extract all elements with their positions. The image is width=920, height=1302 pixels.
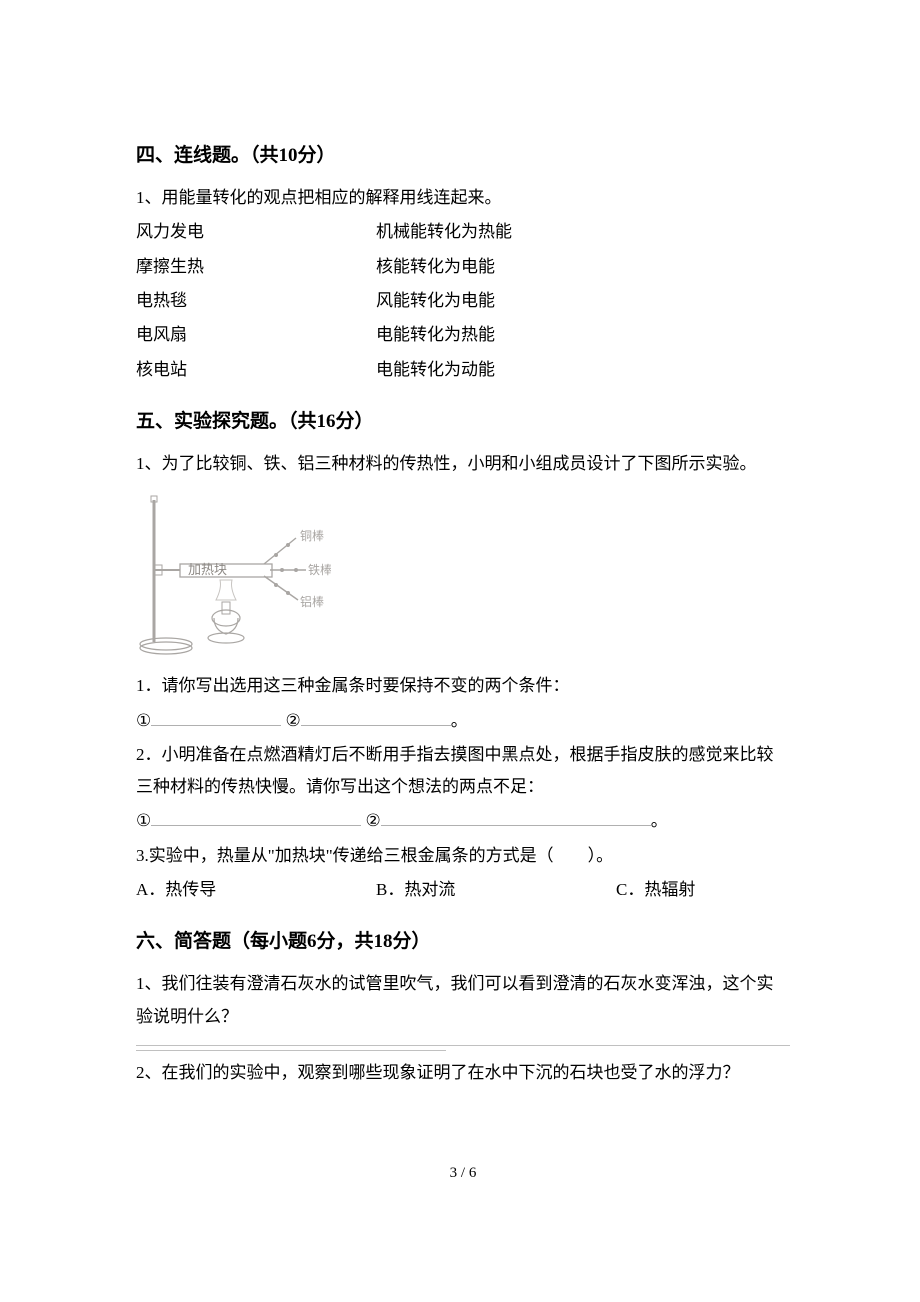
match-right-label: 风能转化为电能	[376, 285, 790, 317]
experiment-diagram: 加热块 铜棒 铁棒 铝棒	[136, 490, 331, 660]
answer-blank[interactable]	[381, 808, 651, 827]
s5-blankline-2: ① ② 。	[136, 805, 790, 837]
circled-2: ②	[286, 711, 301, 730]
match-right-label: 电能转化为热能	[376, 319, 790, 351]
match-right-label: 核能转化为电能	[376, 251, 790, 283]
answer-line[interactable]	[136, 1045, 790, 1046]
period: 。	[451, 711, 468, 730]
option-a[interactable]: A．热传导	[136, 874, 376, 906]
circled-2: ②	[366, 811, 381, 830]
match-row: 电风扇 电能转化为热能	[136, 319, 790, 351]
s5-sub3: 3.实验中，热量从"加热块"传递给三根金属条的方式是（ ）。	[136, 840, 790, 872]
option-c[interactable]: C．热辐射	[616, 874, 790, 906]
svg-text:铝棒: 铝棒	[300, 594, 324, 609]
circled-1: ①	[136, 711, 151, 730]
match-row: 摩擦生热 核能转化为电能	[136, 251, 790, 283]
section-4-heading: 四、连线题。（共10分）	[136, 138, 790, 174]
match-row: 电热毯 风能转化为电能	[136, 285, 790, 317]
option-b[interactable]: B．热对流	[376, 874, 616, 906]
match-left-label: 核电站	[136, 354, 376, 386]
s5-sub2: 2．小明准备在点燃酒精灯后不断用手指去摸图中黑点处，根据手指皮肤的感觉来比较三种…	[136, 739, 790, 804]
svg-text:铁棒: 铁棒	[308, 563, 331, 577]
match-left-label: 风力发电	[136, 216, 376, 248]
match-left-label: 电热毯	[136, 285, 376, 317]
svg-text:铜棒: 铜棒	[300, 528, 324, 543]
answer-blank[interactable]	[301, 707, 451, 726]
s4-q1-prompt: 1、用能量转化的观点把相应的解释用线连起来。	[136, 182, 790, 214]
svg-text:加热块: 加热块	[188, 562, 227, 577]
circled-1: ①	[136, 811, 151, 830]
answer-blank[interactable]	[151, 808, 361, 827]
section-5-heading: 五、实验探究题。（共16分）	[136, 404, 790, 440]
s6-q1: 1、我们往装有澄清石灰水的试管里吹气，我们可以看到澄清的石灰水变浑浊，这个实验说…	[136, 968, 790, 1033]
s5-blankline-1: ① ② 。	[136, 705, 790, 737]
match-left-label: 摩擦生热	[136, 251, 376, 283]
mc-options: A．热传导 B．热对流 C．热辐射	[136, 874, 790, 906]
period: 。	[651, 811, 668, 830]
s5-sub1: 1．请你写出选用这三种金属条时要保持不变的两个条件：	[136, 670, 790, 702]
section-6-heading: 六、简答题（每小题6分，共18分）	[136, 924, 790, 960]
s5-intro: 1、为了比较铜、铁、铝三种材料的传热性，小明和小组成员设计了下图所示实验。	[136, 448, 790, 480]
page-number: 3 / 6	[136, 1159, 790, 1188]
match-row: 核电站 电能转化为动能	[136, 354, 790, 386]
match-row: 风力发电 机械能转化为热能	[136, 216, 790, 248]
match-right-label: 电能转化为动能	[376, 354, 790, 386]
s6-q2: 2、在我们的实验中，观察到哪些现象证明了在水中下沉的石块也受了水的浮力？	[136, 1057, 790, 1089]
answer-blank[interactable]	[151, 707, 281, 726]
match-left-label: 电风扇	[136, 319, 376, 351]
match-right-label: 机械能转化为热能	[376, 216, 790, 248]
answer-line[interactable]	[136, 1050, 446, 1051]
